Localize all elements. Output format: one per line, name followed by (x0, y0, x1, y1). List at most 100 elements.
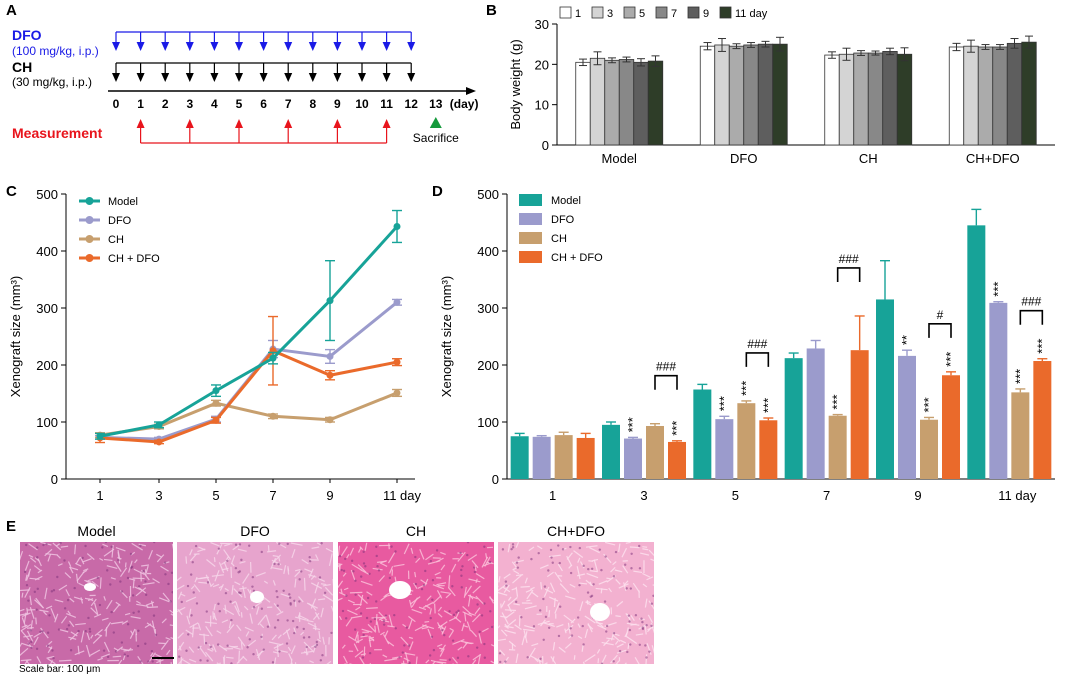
tissue-texture (34, 599, 44, 609)
tissue-nucleus (394, 627, 397, 630)
y-tick-label: 400 (477, 244, 499, 259)
bar (510, 436, 529, 479)
tissue-texture (500, 629, 508, 637)
tissue-texture (357, 564, 367, 573)
tissue-texture (600, 654, 607, 664)
tissue-texture (189, 549, 193, 556)
tissue-texture (97, 657, 103, 661)
tissue-nucleus (455, 611, 458, 614)
tissue-nucleus (550, 556, 553, 559)
tissue-texture (166, 649, 171, 656)
tissue-texture (402, 660, 405, 664)
tissue-texture (400, 636, 410, 647)
tissue-nucleus (514, 600, 518, 604)
tissue-texture (440, 551, 446, 556)
tissue-texture (432, 661, 436, 664)
tissue-texture (328, 553, 333, 567)
tissue-nucleus (600, 662, 604, 664)
tissue-texture (320, 583, 327, 586)
tissue-texture (255, 606, 260, 615)
tissue-nucleus (120, 590, 124, 593)
tissue-nucleus (648, 650, 651, 653)
tissue-nucleus (483, 642, 486, 646)
tissue-nucleus (33, 590, 37, 594)
tissue-nucleus (226, 644, 229, 647)
tissue-nucleus (480, 614, 484, 617)
tissue-texture (138, 543, 147, 547)
panel-label-d: D (432, 183, 443, 200)
tissue-nucleus (41, 630, 44, 633)
tissue-nucleus (403, 644, 406, 647)
day-tick-label: 3 (186, 97, 193, 111)
tissue-nucleus (547, 626, 551, 629)
tissue-texture (304, 568, 313, 573)
tissue-texture (171, 543, 173, 550)
tissue-texture (111, 544, 114, 558)
tissue-texture (642, 583, 648, 588)
tissue-texture (485, 553, 488, 559)
tissue-nucleus (365, 616, 369, 620)
bar (554, 435, 573, 479)
tissue-nucleus (340, 568, 343, 572)
tissue-texture (469, 594, 474, 600)
tissue-nucleus (35, 608, 38, 611)
tissue-texture (317, 638, 322, 642)
tissue-nucleus (209, 645, 213, 649)
tissue-nucleus (456, 656, 460, 660)
tissue-texture (569, 583, 576, 588)
tissue-texture (548, 596, 559, 602)
tissue-nucleus (246, 646, 249, 649)
tissue-texture (287, 566, 290, 572)
legend-swatch (519, 194, 542, 206)
tissue-texture (546, 571, 554, 578)
tissue-nucleus (586, 591, 590, 594)
tissue-texture (515, 653, 519, 664)
tissue-texture (177, 658, 184, 664)
tissue-nucleus (393, 613, 396, 617)
tissue-texture (68, 620, 75, 628)
legend-swatch (655, 6, 668, 19)
tissue-texture (185, 596, 197, 603)
tissue-texture (312, 612, 320, 621)
tissue-texture (100, 653, 111, 659)
tissue-texture (101, 617, 109, 621)
tissue-texture (75, 562, 82, 567)
tissue-texture (440, 644, 446, 653)
tissue-nucleus (549, 548, 553, 552)
tissue-nucleus (352, 570, 355, 573)
ch-arrow-head (136, 73, 145, 82)
tissue-texture (383, 594, 393, 598)
tissue-texture (616, 649, 627, 654)
tissue-nucleus (69, 649, 73, 652)
tissue-texture (47, 646, 53, 654)
tissue-texture (430, 659, 444, 664)
tissue-texture (338, 615, 342, 621)
y-axis-title: Xenograft size (mm³) (439, 276, 454, 397)
x-tick-label: 9 (326, 488, 333, 503)
tissue-texture (314, 582, 320, 594)
tissue-texture (136, 600, 141, 604)
tissue-nucleus (319, 659, 323, 662)
tissue-texture (23, 634, 33, 638)
tissue-texture (231, 600, 237, 605)
tissue-texture (606, 637, 615, 640)
tissue-texture (282, 628, 291, 636)
tissue-texture (83, 568, 89, 572)
x-tick-label: 5 (212, 488, 219, 503)
tissue-texture (151, 620, 156, 634)
tissue-nucleus (230, 618, 233, 622)
tissue-nucleus (63, 559, 66, 562)
tissue-texture (415, 656, 418, 664)
bar (589, 57, 606, 146)
tissue-texture (110, 577, 116, 580)
tissue-texture (579, 601, 584, 612)
tissue-texture (513, 603, 520, 606)
tissue-texture (212, 583, 220, 588)
central-vein (590, 603, 610, 621)
tissue-texture (512, 574, 522, 584)
tissue-texture (523, 630, 528, 644)
tissue-nucleus (452, 613, 456, 617)
tissue-nucleus (638, 643, 641, 647)
tissue-texture (310, 598, 317, 609)
dfo-arrow-head (136, 42, 145, 51)
